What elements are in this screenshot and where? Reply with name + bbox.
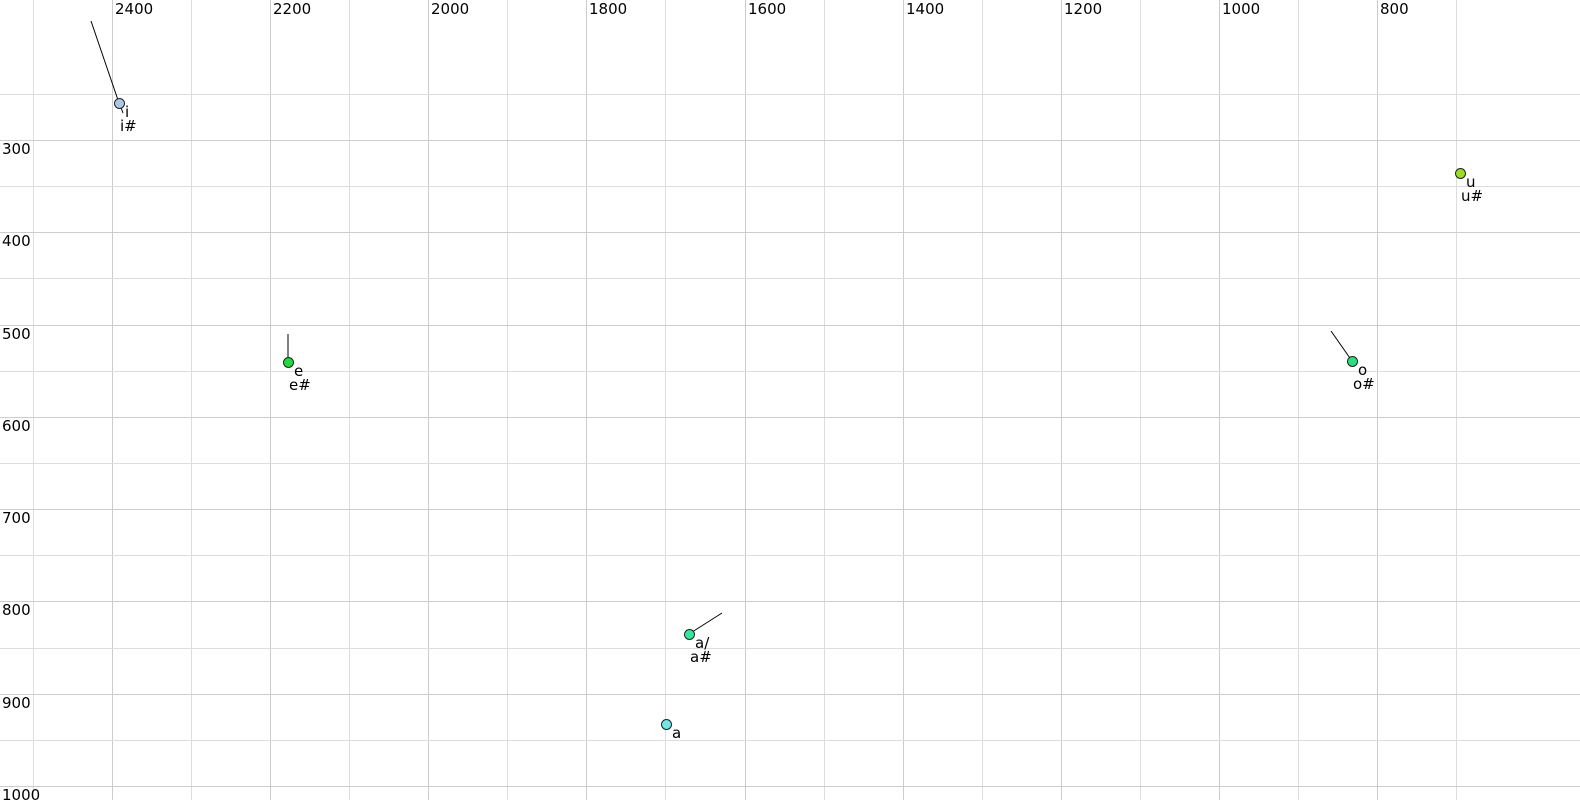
gridline-horizontal (0, 278, 1580, 279)
gridline-vertical (112, 0, 113, 800)
gridline-vertical (982, 0, 983, 800)
gridline-horizontal (0, 555, 1580, 556)
x-axis-tick-label: 2400 (115, 0, 154, 18)
gridline-vertical (665, 0, 666, 800)
gridline-vertical (1219, 0, 1220, 800)
gridline-horizontal (0, 694, 1580, 695)
y-axis-tick-label: 900 (2, 694, 31, 712)
x-axis-tick-label: 1200 (1064, 0, 1103, 18)
gridline-horizontal (0, 417, 1580, 418)
gridline-vertical (428, 0, 429, 800)
gridline-horizontal (0, 786, 1580, 787)
gridline-horizontal (0, 648, 1580, 649)
vowel-point-u[interactable] (1455, 168, 1466, 179)
gridline-vertical (349, 0, 350, 800)
x-axis-tick-label: 1400 (906, 0, 945, 18)
vowel-point-e[interactable] (283, 357, 294, 368)
vowel-label-o-primary: o (1358, 361, 1368, 379)
x-axis-tick-label: 2000 (431, 0, 470, 18)
vowel-label-e-primary: e (294, 362, 304, 380)
x-axis-tick-label: 1800 (589, 0, 628, 18)
y-axis-tick-label: 700 (2, 509, 31, 527)
vowel-label-i-secondary: i# (120, 117, 137, 135)
vowel-label-o-secondary: o# (1353, 375, 1375, 393)
x-axis-tick-label: 2200 (273, 0, 312, 18)
vowel-point-a-slash[interactable] (684, 629, 695, 640)
y-axis-tick-label: 800 (2, 601, 31, 619)
y-axis-tick-label: 600 (2, 417, 31, 435)
gridline-horizontal (0, 140, 1580, 141)
gridline-vertical (33, 0, 34, 800)
gridline-vertical (745, 0, 746, 800)
vowel-label-a-low-primary: a (672, 724, 682, 742)
vowel-label-u-primary: u (1466, 173, 1476, 191)
vowel-label-u-secondary: u# (1461, 187, 1484, 205)
y-axis-tick-label: 300 (2, 140, 31, 158)
gridline-horizontal (0, 186, 1580, 187)
x-axis-tick-label: 1600 (748, 0, 787, 18)
vowel-label-i-primary: i (125, 103, 130, 121)
gridline-vertical (824, 0, 825, 800)
gridline-vertical (1377, 0, 1378, 800)
vowel-trajectory-line (90, 20, 120, 104)
x-axis-tick-label: 800 (1380, 0, 1409, 18)
vowel-point-o[interactable] (1347, 356, 1358, 367)
gridline-vertical (903, 0, 904, 800)
gridline-vertical (1140, 0, 1141, 800)
vowel-label-a-slash-primary: a/ (695, 634, 710, 652)
gridline-vertical (586, 0, 587, 800)
gridline-vertical (1061, 0, 1062, 800)
x-axis-tick-label: 1000 (1222, 0, 1261, 18)
gridline-horizontal (0, 509, 1580, 510)
gridline-vertical (1298, 0, 1299, 800)
vowel-label-e-secondary: e# (289, 376, 311, 394)
gridline-horizontal (0, 232, 1580, 233)
gridline-horizontal (0, 94, 1580, 95)
gridline-vertical (507, 0, 508, 800)
y-axis-tick-label: 1000 (2, 786, 41, 800)
gridline-horizontal (0, 371, 1580, 372)
y-axis-tick-label: 500 (2, 325, 31, 343)
y-axis-tick-label: 400 (2, 232, 31, 250)
gridline-vertical (270, 0, 271, 800)
gridline-vertical (191, 0, 192, 800)
gridline-horizontal (0, 740, 1580, 741)
gridline-horizontal (0, 601, 1580, 602)
gridline-horizontal (0, 463, 1580, 464)
vowel-point-i[interactable] (114, 98, 125, 109)
gridline-vertical (1456, 0, 1457, 800)
vowel-label-a-slash-secondary: a# (690, 648, 712, 666)
gridline-horizontal (0, 325, 1580, 326)
vowel-point-a-low[interactable] (661, 719, 672, 730)
